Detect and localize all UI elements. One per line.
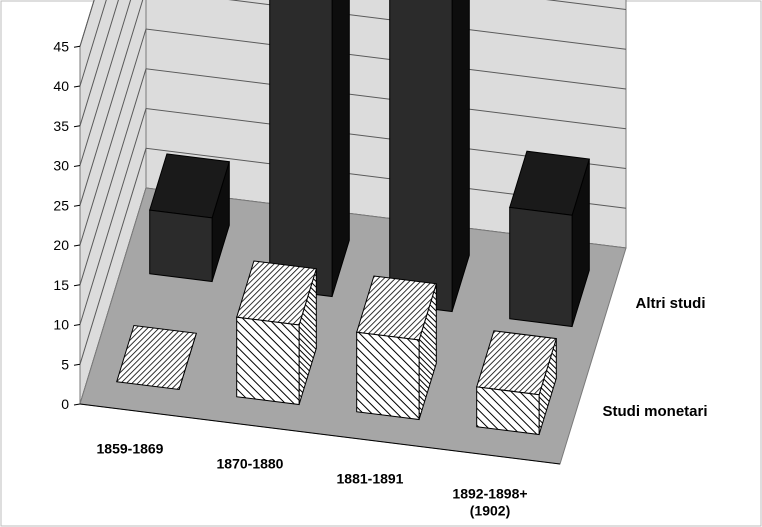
x-axis-line — [79, 403, 561, 465]
y-tick-mark — [73, 403, 81, 406]
y-tick-label: 15 — [53, 277, 69, 293]
y-tick-mark — [73, 284, 81, 287]
y-tick-mark — [73, 204, 81, 207]
bar-front-face — [356, 331, 420, 421]
bar-front-face — [269, 0, 333, 298]
y-tick-mark — [73, 165, 81, 167]
gridline — [79, 0, 627, 166]
y-tick-label: 30 — [53, 158, 69, 174]
bar-front-face — [236, 316, 300, 406]
bar-altri-studi — [389, 0, 470, 313]
y-tick-label: 25 — [53, 197, 69, 213]
x-category-label-line: 1870-1880 — [217, 456, 284, 472]
y-tick-label: 20 — [53, 237, 69, 253]
bar-altri-studi — [149, 153, 230, 283]
y-tick-mark — [73, 85, 81, 88]
x-category-label-line: 1892-1898+ — [452, 486, 527, 502]
x-category-label-line: 1881-1891 — [337, 471, 404, 487]
bar-studi-monetari — [476, 330, 557, 436]
bar-altri-studi — [509, 150, 590, 328]
bar-top-face — [116, 324, 197, 391]
chart-walls — [79, 0, 627, 405]
gridline — [79, 0, 119, 126]
x-category-label: 1881-1891 — [337, 471, 404, 487]
bar-studi-monetari — [236, 260, 317, 406]
bar-front-face — [389, 0, 453, 313]
bar-front-face — [149, 209, 213, 283]
bar-studi-monetari — [116, 324, 197, 391]
y-tick-mark — [73, 244, 81, 247]
y-tick-mark — [73, 363, 81, 366]
series-axis-label: Studi monetari — [603, 403, 708, 420]
x-category-label: 1859-1869 — [97, 441, 164, 457]
y-tick-label: 35 — [53, 118, 69, 134]
y-tick-label: 0 — [61, 396, 69, 412]
bar-front-face — [476, 386, 540, 436]
series-axis-label: Altri studi — [636, 295, 706, 312]
x-category-label-line: 1859-1869 — [97, 441, 164, 457]
x-category-label: 1870-1880 — [217, 456, 284, 472]
x-category-label: 1892-1898+ (1902) — [452, 486, 527, 519]
bar-side-face — [451, 0, 470, 312]
bar-altri-studi — [269, 0, 350, 298]
gridline — [79, 0, 107, 87]
bar-studi-monetari — [356, 275, 437, 421]
y-tick-label: 45 — [53, 38, 69, 54]
y-tick-label: 40 — [53, 78, 69, 94]
y-tick-mark — [73, 125, 81, 128]
axis-labels: 0 5 10 15 20 25 30 35 40 45 1859-1869 1870-1880 1881… — [53, 38, 707, 518]
y-tick-mark — [73, 45, 81, 48]
y-tick-label: 5 — [61, 356, 69, 372]
y-tick-label: 10 — [53, 317, 69, 333]
y-tick-mark — [73, 324, 81, 326]
bars — [116, 0, 590, 436]
bar-front-face — [509, 206, 573, 328]
x-category-label-line: (1902) — [470, 503, 510, 519]
